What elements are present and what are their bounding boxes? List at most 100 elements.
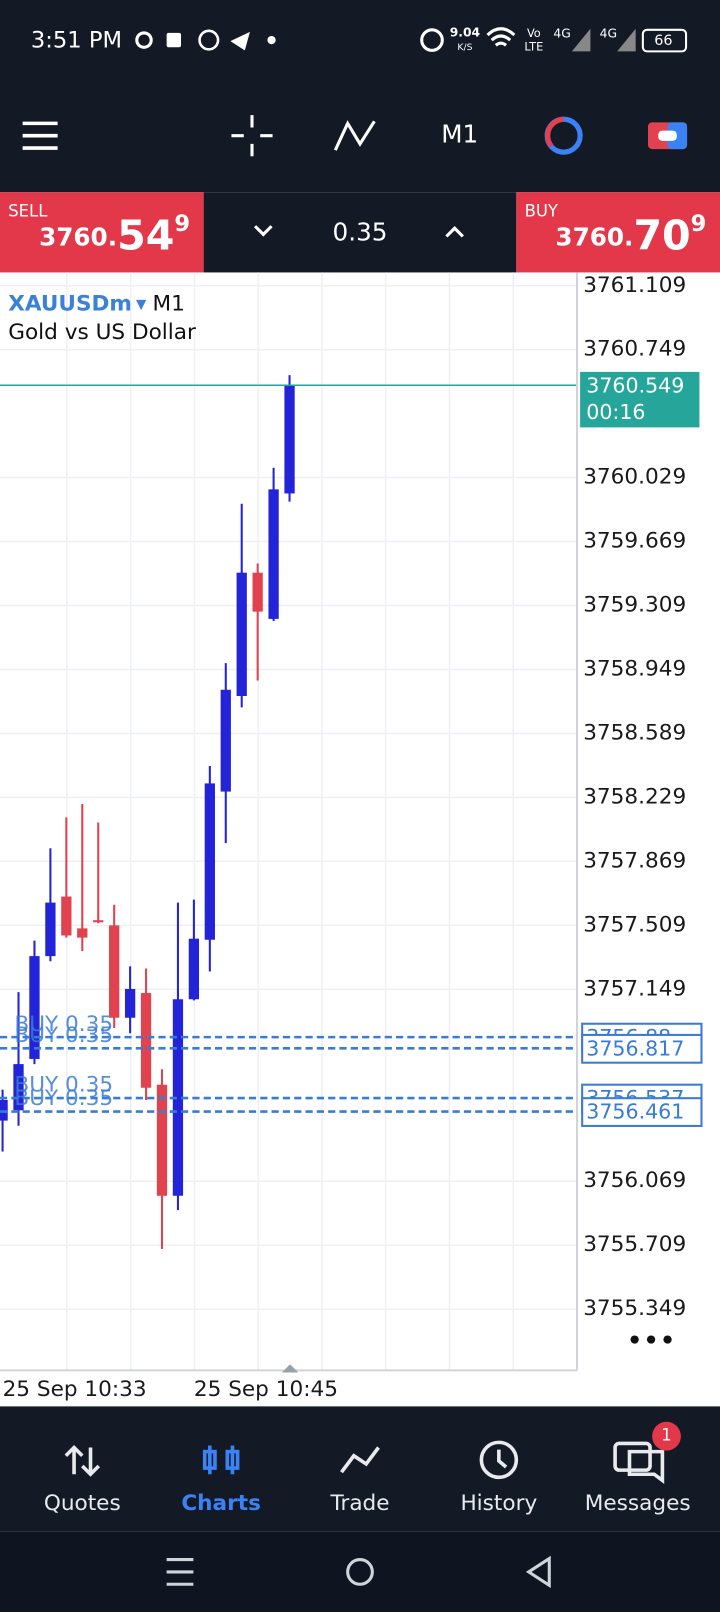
nav-icon — [479, 1440, 519, 1480]
volume-up[interactable] — [445, 226, 464, 238]
candle-body — [156, 1084, 168, 1196]
more-button[interactable] — [630, 1335, 672, 1344]
battery-icon — [641, 28, 688, 53]
order-price-box — [581, 1033, 703, 1064]
nav-icon — [202, 1449, 217, 1470]
order-label: BUY 0.35 — [14, 1012, 113, 1037]
candle-body — [124, 988, 136, 1018]
sell-label: SELL — [8, 201, 48, 220]
badge-count: 1 — [661, 1426, 671, 1445]
current-price-box — [580, 371, 700, 428]
timeframe-button[interactable]: M1 — [441, 120, 478, 149]
symbol-info: XAUUSDm ▼ M1 — [8, 291, 185, 316]
candle-body — [284, 385, 295, 494]
price-label: 3758.589 — [583, 720, 686, 745]
recents-button[interactable] — [166, 1558, 194, 1586]
system-nav — [0, 1531, 720, 1612]
countdown: 00:16 — [586, 400, 645, 424]
price-label: 3758.229 — [583, 784, 686, 809]
current-price: 3760.549 — [586, 373, 684, 397]
symbol-description: Gold vs US Dollar — [8, 320, 196, 345]
nav-label[interactable]: Charts — [181, 1491, 261, 1516]
nav-icon — [613, 1441, 652, 1472]
trade-button — [667, 122, 688, 150]
price-label: 3760.029 — [583, 465, 686, 490]
status-icon — [166, 32, 182, 48]
trade-button — [658, 130, 677, 141]
nav-label[interactable]: History — [460, 1491, 537, 1516]
nav-icon — [627, 1449, 665, 1485]
wifi-icon — [486, 27, 516, 47]
order-price: 3756.817 — [586, 1036, 684, 1060]
price-label: 3761.109 — [583, 273, 686, 298]
candle-body — [109, 925, 120, 1018]
status-icon — [267, 35, 276, 45]
candle-body — [252, 572, 263, 612]
price-label: 3757.149 — [583, 976, 686, 1001]
nav-label[interactable]: Quotes — [44, 1491, 121, 1516]
candle-body — [140, 993, 152, 1088]
volume-down[interactable] — [253, 225, 273, 237]
candle-body — [29, 956, 40, 1059]
price-label: 3757.509 — [583, 912, 686, 937]
volte: LTE — [524, 40, 543, 53]
price-label: 3755.709 — [583, 1232, 686, 1257]
candle-body — [93, 920, 104, 923]
price-label: 3756.069 — [583, 1168, 686, 1193]
trade-panel: SELL 3760.549 0.35 BUY 3760.709 — [0, 192, 720, 273]
objects-button — [545, 116, 564, 148]
candle-body — [61, 896, 72, 936]
order-label: BUY 0.35 — [14, 1023, 113, 1048]
nav-icon — [225, 1449, 240, 1470]
clock: 3:51 PM — [31, 28, 122, 54]
alarm-icon — [420, 28, 444, 52]
toolbar: M1 — [22, 115, 688, 157]
indicators-button[interactable] — [333, 120, 376, 151]
candle-body — [236, 572, 247, 696]
time-label: 25 Sep 10:33 — [3, 1377, 147, 1402]
status-icon — [135, 31, 153, 49]
price-label: 3759.309 — [583, 593, 686, 618]
nav-label[interactable]: Trade — [329, 1491, 389, 1516]
price-label: 3755.349 — [583, 1296, 686, 1321]
overlay: 3761.109 3760.749 3760.029 3759.669 3759.309… — [0, 273, 703, 1402]
crosshair-button[interactable] — [231, 115, 273, 157]
sell-button[interactable] — [0, 192, 204, 273]
status-icon — [230, 31, 250, 51]
candle-body — [45, 902, 56, 957]
signal-type: 4G — [553, 26, 570, 40]
nav-label[interactable]: Messages — [585, 1491, 691, 1516]
status-icon — [198, 29, 220, 51]
battery-level: 66 — [654, 33, 672, 49]
nav-icon — [497, 1449, 508, 1469]
nav-icon — [64, 1444, 101, 1477]
buy-button[interactable] — [516, 192, 720, 273]
signal-type: 4G — [600, 26, 617, 40]
order-label: BUY 0.35 — [14, 1086, 113, 1111]
home-button[interactable] — [346, 1558, 374, 1586]
status-bar: 3:51 PM 9.04 K/S Vo LTE 4G 4G 66 — [31, 25, 688, 54]
candle-body — [268, 489, 279, 619]
header-bg — [0, 0, 720, 193]
signal-icon — [571, 28, 591, 52]
badge — [652, 1421, 681, 1451]
price-label: 3760.749 — [583, 337, 686, 362]
candle-body — [188, 938, 200, 1000]
net-speed: 9.04 — [450, 25, 481, 39]
back-button[interactable] — [525, 1555, 551, 1589]
candle-body — [13, 1064, 24, 1111]
price-label: 3758.949 — [583, 657, 686, 682]
candle-body — [77, 928, 88, 938]
time-label: 25 Sep 10:45 — [194, 1377, 338, 1402]
volume-panel — [203, 192, 517, 273]
order-price-box — [581, 1097, 703, 1127]
volume[interactable]: 0.35 — [333, 217, 388, 246]
signal-icon — [617, 28, 636, 52]
candle-body — [220, 689, 231, 792]
chart: 3761.109 3760.749 3760.029 3759.669 3759.309… — [0, 272, 703, 1402]
menu-button[interactable] — [22, 121, 58, 150]
order-price: 3756.461 — [586, 1100, 684, 1124]
scroll-marker — [281, 1364, 299, 1373]
nav-icon — [340, 1446, 380, 1474]
bottom-nav: 1 Quotes Charts Trade History Messages — [44, 1421, 691, 1516]
